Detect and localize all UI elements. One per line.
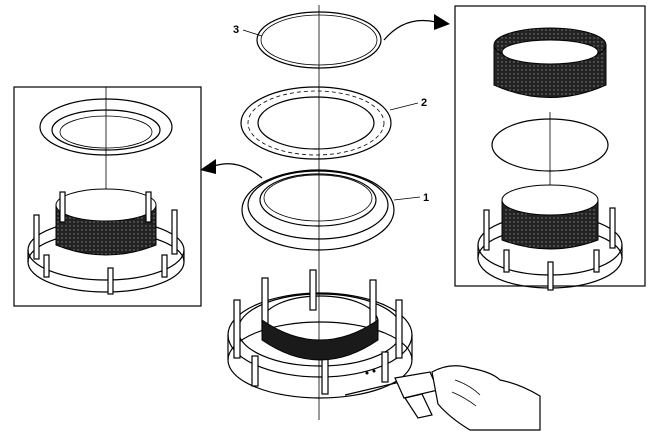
- leader-line-2: [389, 102, 419, 111]
- piston-part-1: [241, 169, 395, 251]
- leader-line-3: [242, 29, 263, 37]
- right-inset-panel: [454, 5, 646, 291]
- snap-ring-part-3: [256, 11, 382, 69]
- clutch-housing: [227, 269, 413, 399]
- callout-1: 1: [423, 192, 429, 204]
- left-inset-panel: [13, 86, 202, 307]
- curved-arrow-left-icon: [200, 159, 263, 179]
- thrust-plate-part-2: [240, 86, 392, 160]
- callout-3: 3: [233, 24, 239, 36]
- curved-arrow-right-icon: [383, 14, 450, 41]
- air-nozzle-icon: [344, 365, 541, 431]
- leader-line-1: [393, 196, 421, 201]
- callout-2: 2: [421, 97, 427, 109]
